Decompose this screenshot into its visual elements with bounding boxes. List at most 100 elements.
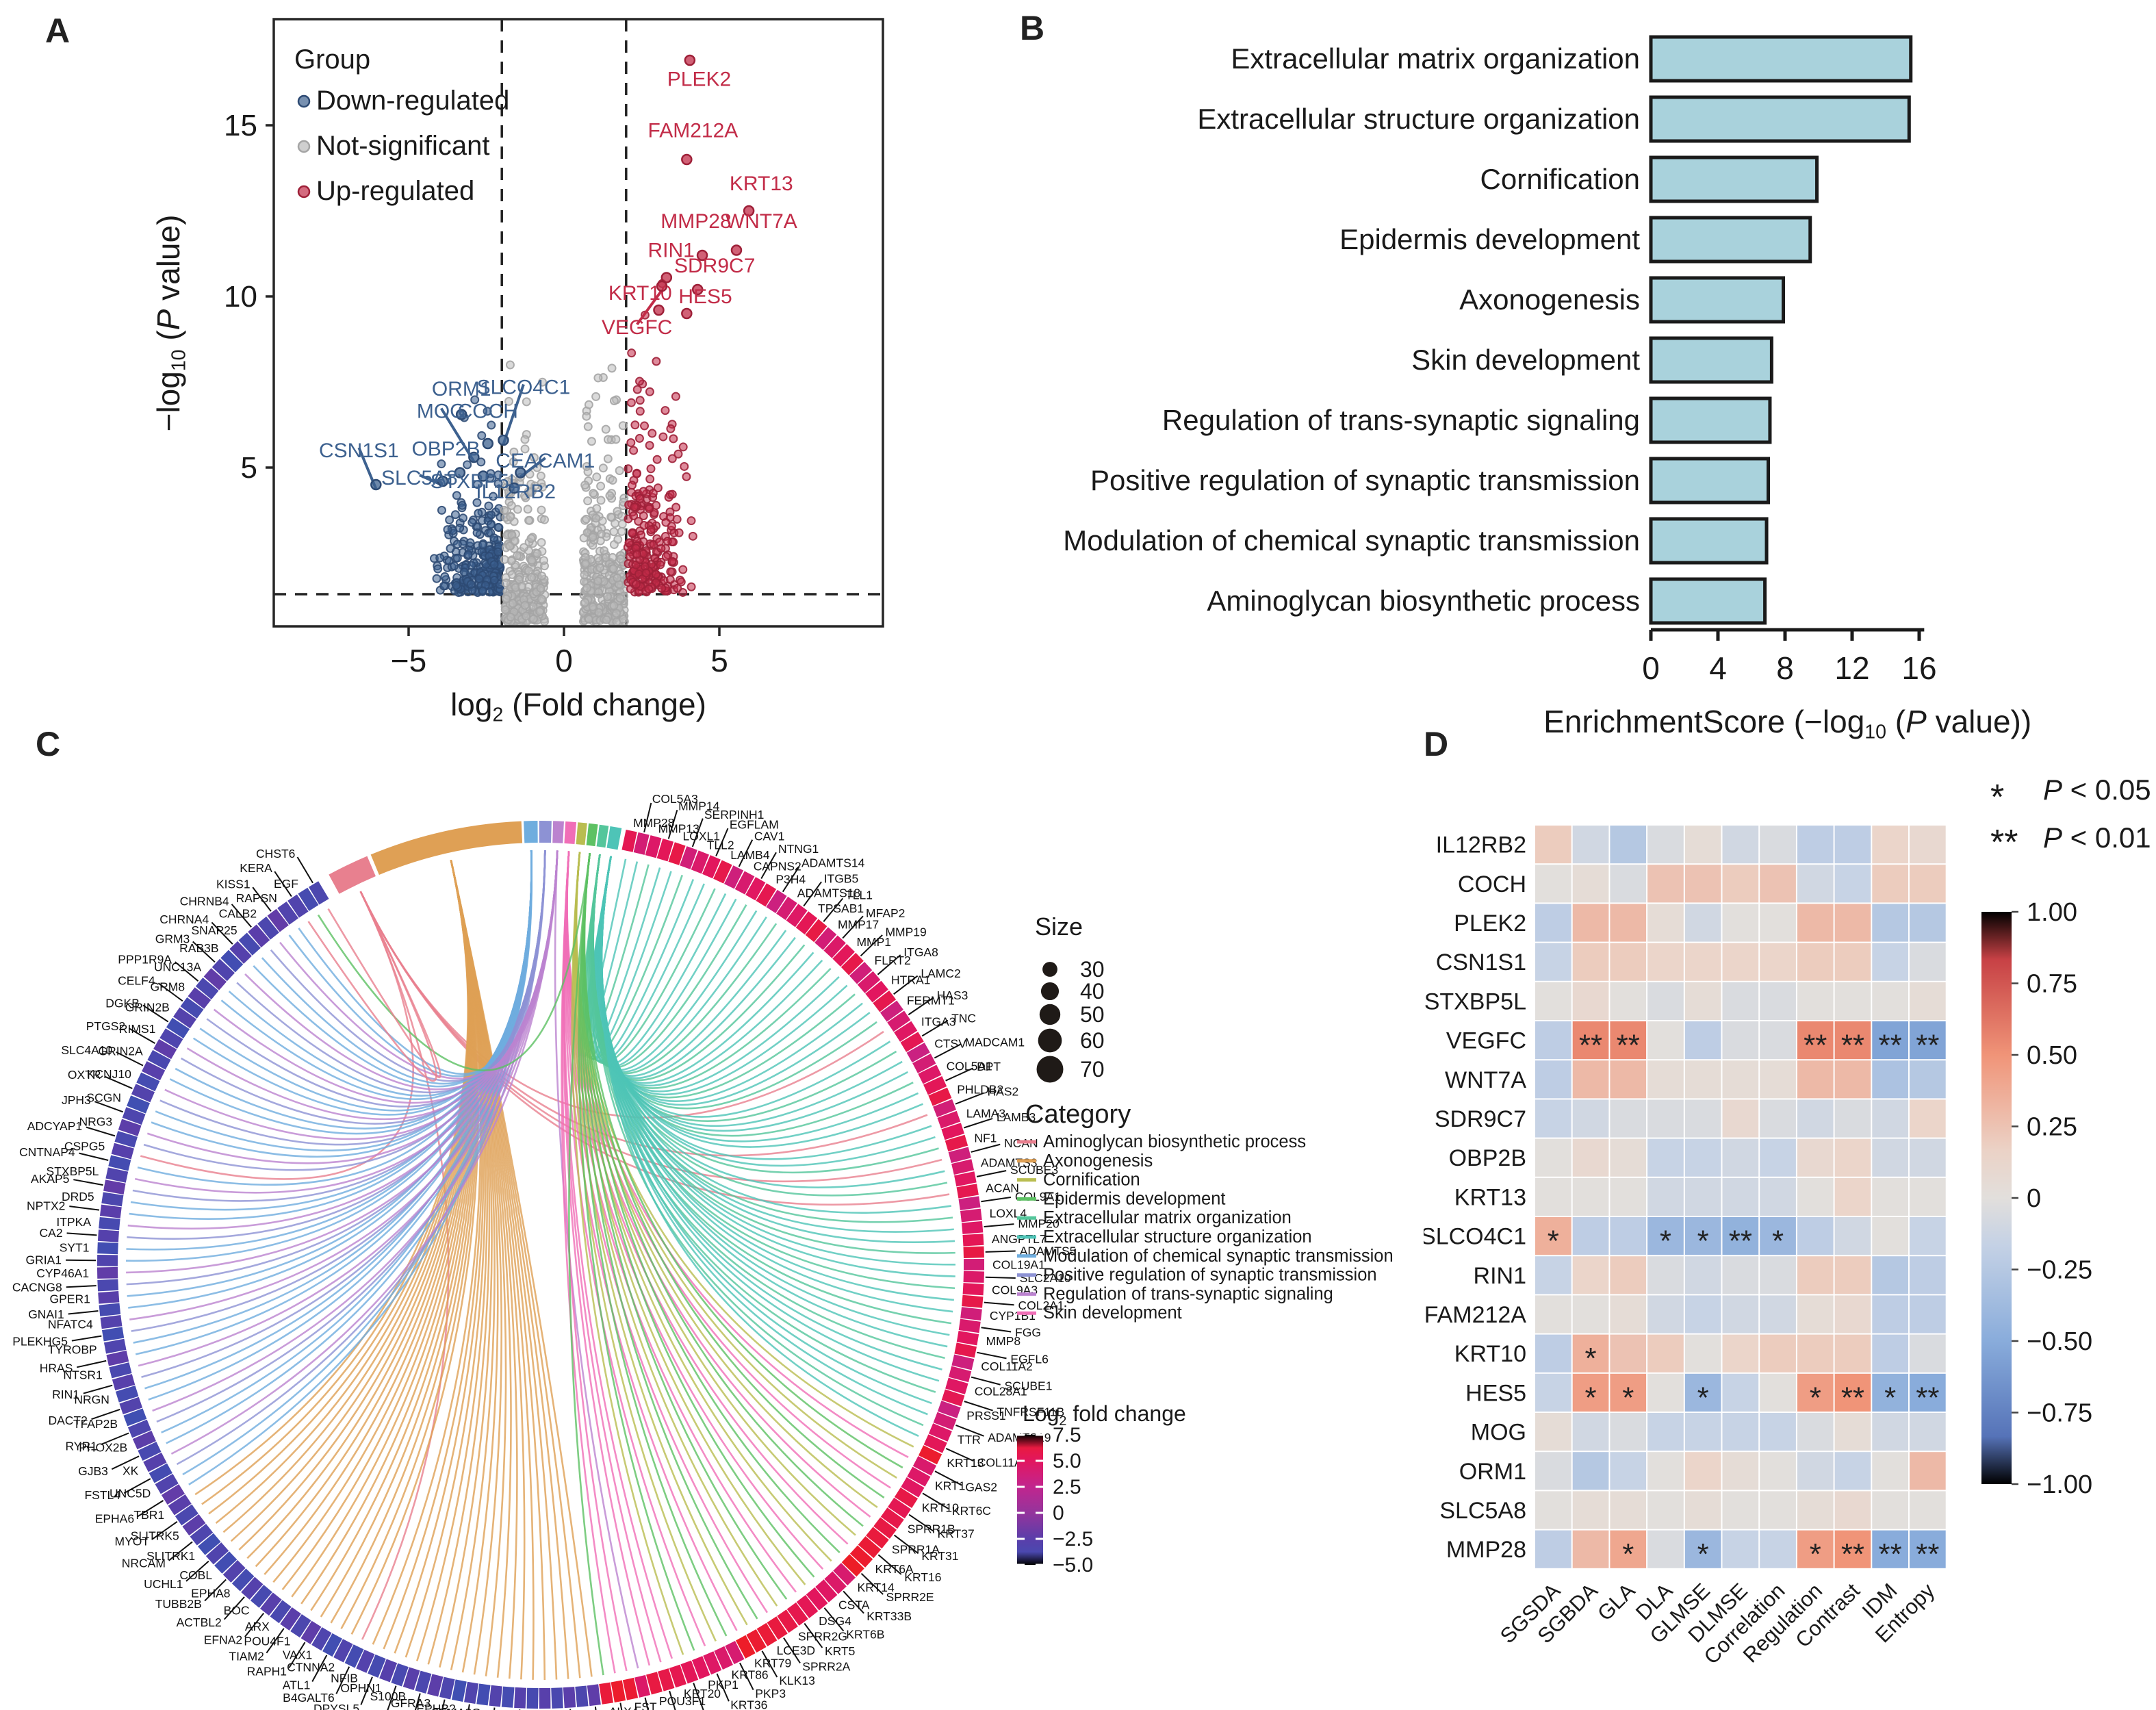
volcano-point bbox=[509, 457, 518, 467]
gene-label-slco4c1: SLCO4C1 bbox=[477, 377, 571, 399]
heatmap-cell-obp2b-sgbda bbox=[1572, 1138, 1609, 1177]
volcano-point bbox=[450, 561, 459, 571]
heatmap-cell-mog-sgsda bbox=[1535, 1413, 1571, 1451]
size-legend-value: 70 bbox=[1080, 1057, 1105, 1082]
volcano-point bbox=[603, 435, 613, 444]
label-leader bbox=[693, 1683, 704, 1710]
volcano-point bbox=[632, 469, 641, 478]
chord-gene-label-nptx2: NPTX2 bbox=[27, 1199, 65, 1212]
heatmap-cell-krt13-glmse bbox=[1684, 1177, 1721, 1216]
volcano-point bbox=[635, 396, 645, 405]
ring-seg-csf1r bbox=[551, 1687, 563, 1709]
ring-seg-slitrk5 bbox=[182, 1514, 206, 1536]
volcano-point bbox=[476, 457, 486, 467]
gene-label-stxbp5l: STXBP5L bbox=[431, 470, 521, 493]
chord-gene-label-krt79: KRT79 bbox=[754, 1657, 791, 1670]
volcano-point bbox=[486, 520, 496, 529]
ring-seg-dact2 bbox=[119, 1396, 143, 1415]
ring-seg-arhgap4 bbox=[526, 1687, 539, 1709]
label-leader bbox=[168, 1541, 193, 1561]
ring-seg-nptx2 bbox=[99, 1204, 122, 1218]
label-leader bbox=[945, 1448, 974, 1462]
volcano-point bbox=[645, 474, 655, 484]
category-arc-axon bbox=[370, 821, 523, 875]
ring-seg-col9a3 bbox=[962, 1283, 984, 1296]
label-leader bbox=[71, 1335, 102, 1342]
heatmap-cell-sdr9c7-glmse bbox=[1684, 1099, 1721, 1138]
category-label-mod: Modulation of chemical synaptic transmis… bbox=[1043, 1247, 1394, 1266]
label-leader bbox=[934, 1470, 962, 1486]
heatmap-cell-mog-entropy bbox=[1910, 1413, 1946, 1451]
sig-mark: * bbox=[1810, 1537, 1821, 1571]
volcano-point bbox=[657, 583, 667, 593]
heatmap-cell-stxbp5l-dla bbox=[1647, 982, 1684, 1020]
volcano-point bbox=[580, 481, 590, 490]
ring-seg-grin2b bbox=[173, 1007, 197, 1029]
volcano-point bbox=[653, 483, 663, 493]
chord-gene-label-pou3f1: POU3F1 bbox=[659, 1694, 706, 1708]
heatmap-cell-mog-dlmse bbox=[1722, 1413, 1759, 1451]
volcano-point bbox=[439, 581, 449, 591]
size-legend-value: 30 bbox=[1080, 957, 1105, 982]
label-leader bbox=[414, 1693, 421, 1710]
ring-seg-madcam1 bbox=[912, 1054, 936, 1073]
gene-label-slc5a8: SLC5A8 bbox=[381, 467, 458, 489]
ring-seg-krt16 bbox=[858, 1536, 882, 1559]
label-leader bbox=[86, 1126, 116, 1137]
chord-gene-label-phox2b: PHOX2B bbox=[79, 1441, 127, 1455]
volcano-point bbox=[489, 492, 498, 501]
label-leader bbox=[803, 881, 822, 907]
chord-gene-label-ophn1: OPHN1 bbox=[340, 1681, 381, 1695]
volcano-point bbox=[593, 576, 603, 586]
x-tick-label: 0 bbox=[555, 643, 573, 678]
sig-mark: ** bbox=[1916, 1029, 1939, 1062]
sig-mark: * bbox=[1772, 1225, 1784, 1258]
gene-point-il12rb2 bbox=[509, 482, 520, 494]
heatmap-cell-slc5a8-dla bbox=[1647, 1491, 1684, 1529]
volcano-point bbox=[473, 480, 483, 489]
volcano-point bbox=[587, 437, 596, 446]
chord-gene-label-krt14: KRT14 bbox=[858, 1581, 895, 1594]
ring-seg-celf4 bbox=[180, 997, 204, 1019]
label-leader bbox=[66, 1232, 97, 1236]
volcano-point bbox=[505, 360, 515, 370]
chord-gene-label-calb2: CALB2 bbox=[219, 907, 257, 921]
label-leader bbox=[335, 1666, 350, 1694]
heatmap-row-label-orm1: ORM1 bbox=[1459, 1459, 1526, 1485]
volcano-point bbox=[606, 512, 616, 522]
ring-seg-sprr1a bbox=[866, 1527, 889, 1549]
chord-chrnb4 bbox=[270, 850, 546, 1082]
ring-seg-krt1 bbox=[907, 1466, 931, 1487]
label-leader bbox=[266, 1628, 285, 1654]
label-leader bbox=[945, 1067, 974, 1082]
term-label-aminoglycan-biosynthetic-process: Aminoglycan biosynthetic process bbox=[1207, 585, 1640, 617]
term-label-extracellular-matrix-organization: Extracellular matrix organization bbox=[1231, 42, 1640, 75]
sig-mark: * bbox=[1697, 1537, 1709, 1571]
chord-gene-label-unc13a: UNC13A bbox=[154, 960, 201, 974]
heatmap-cell-hes5-idm bbox=[1872, 1373, 1908, 1412]
heatmap-cell-il12rb2-correlation bbox=[1760, 826, 1796, 864]
chord-gene-label-adamts14: ADAMTS14 bbox=[801, 856, 865, 870]
chord-gene-label-s100b: S100B bbox=[370, 1689, 407, 1703]
heatmap-cell-orm1-dlmse bbox=[1722, 1452, 1759, 1490]
heatmap-cell-plek2-entropy bbox=[1910, 904, 1946, 942]
volcano-point bbox=[613, 573, 622, 583]
label-leader bbox=[843, 1590, 864, 1614]
volcano-point bbox=[686, 582, 696, 591]
heatmap-cell-il12rb2-entropy bbox=[1910, 826, 1946, 864]
label-leader bbox=[984, 1301, 1014, 1306]
heatmap-cell-obp2b-dlmse bbox=[1722, 1138, 1759, 1177]
ring-seg-col11a2 bbox=[951, 1354, 975, 1370]
ring-seg-mfap2 bbox=[823, 935, 846, 958]
volcano-point bbox=[646, 464, 656, 474]
label-leader bbox=[761, 1650, 778, 1678]
chord-gene-label-lama3: LAMA3 bbox=[966, 1107, 1005, 1121]
label-leader bbox=[311, 1655, 328, 1682]
volcano-point bbox=[466, 579, 476, 589]
ring-seg-s100b bbox=[402, 1667, 420, 1690]
chord-gene-label-ephb2: EPHB2 bbox=[416, 1702, 455, 1710]
volcano-point bbox=[617, 526, 626, 536]
ring-seg-krt86 bbox=[714, 1646, 733, 1670]
heatmap-cell-orm1-regulation bbox=[1797, 1452, 1834, 1490]
ring-seg-col2a1 bbox=[962, 1294, 984, 1308]
